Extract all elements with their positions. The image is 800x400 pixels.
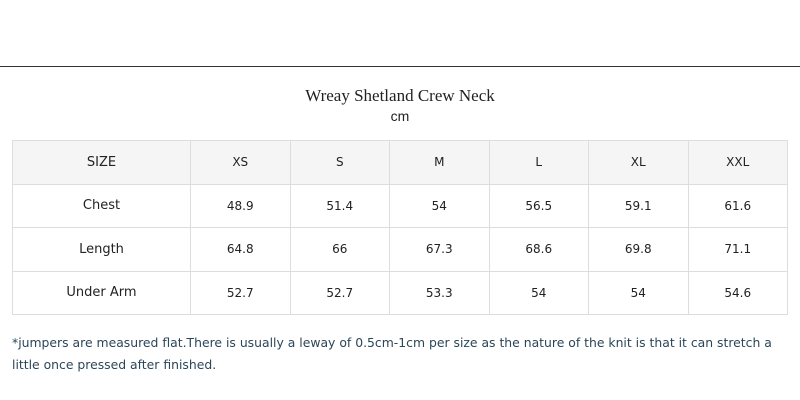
column-header: XS [190, 140, 291, 185]
cell: 54.6 [687, 270, 788, 315]
cell: 61.6 [687, 183, 788, 228]
footnote: *jumpers are measured flat.There is usua… [12, 335, 772, 372]
cell: 71.1 [687, 227, 788, 272]
cell: 52.7 [289, 270, 390, 315]
column-header: SIZE [12, 140, 191, 185]
cell: 67.3 [389, 227, 490, 272]
cell: 69.8 [588, 227, 689, 272]
cell: 59.1 [588, 183, 689, 228]
row-label: Under Arm [12, 270, 191, 315]
divider [0, 66, 800, 67]
cell: 48.9 [190, 183, 291, 228]
column-header: M [389, 140, 490, 185]
cell: 53.3 [389, 270, 490, 315]
table-row: Chest 48.9 51.4 54 56.5 59.1 61.6 [12, 183, 788, 228]
cell: 54 [588, 270, 689, 315]
cell: 54 [488, 270, 589, 315]
table-row: Under Arm 52.7 52.7 53.3 54 54 54.6 [12, 270, 788, 315]
cell: 64.8 [190, 227, 291, 272]
row-label: Length [12, 227, 191, 272]
row-label: Chest [12, 183, 191, 228]
cell: 52.7 [190, 270, 291, 315]
table-row: Length 64.8 66 67.3 68.6 69.8 71.1 [12, 227, 788, 272]
title: Wreay Shetland Crew Neck [305, 86, 495, 105]
column-header: L [488, 140, 589, 185]
unit-label: cm [390, 108, 410, 124]
column-header: XL [588, 140, 689, 185]
column-header: XXL [687, 140, 788, 185]
header-row: SIZE XS S M L XL XXL [12, 140, 788, 185]
cell: 68.6 [488, 227, 589, 272]
cell: 56.5 [488, 183, 589, 228]
size-table: SIZE XS S M L XL XXL Chest 48.9 51.4 54 56.5 59.1 61.… [12, 140, 788, 315]
cell: 51.4 [289, 183, 390, 228]
cell: 54 [389, 183, 490, 228]
column-header: S [289, 140, 390, 185]
cell: 66 [289, 227, 390, 272]
